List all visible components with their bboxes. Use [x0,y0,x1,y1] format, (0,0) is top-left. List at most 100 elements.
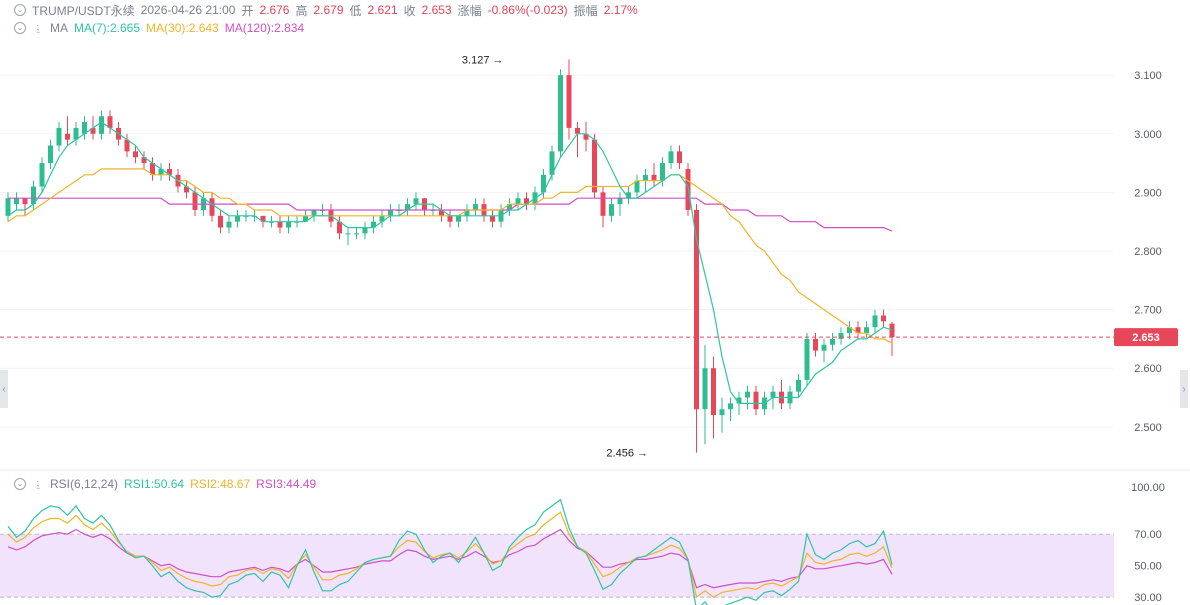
candle-body [711,368,716,416]
ma-legend: ⌄ ⍮ MA MA(7):2.665 MA(30):2.643 MA(120):… [14,19,310,37]
candle-body [855,327,861,334]
candle-body [575,127,580,134]
candle-body [617,198,623,205]
candle-body [549,151,555,175]
ma120-value: MA(120):2.834 [224,21,305,35]
rsi3-value: RSI3:44.49 [256,477,317,491]
candle-body [107,116,113,128]
candle-body [405,204,410,210]
candle-body [150,163,155,175]
price-tick-label: 3.000 [1134,129,1162,141]
candle-body [566,75,572,128]
candle-body [592,139,597,193]
amplitude-value: 2.17% [603,3,638,17]
low-annotation: 2.456 → [606,448,648,460]
candle-body [872,315,878,328]
candle-body [354,233,359,235]
candle-body [507,204,512,210]
candle-body [736,397,742,404]
chevron-down-icon[interactable]: ⌄ [14,22,26,34]
candle-body [31,186,36,205]
ohlc-header: ⌄ TRUMP/USDT永续 2026-04-26 21:00 开 2.676 高… [14,1,644,19]
candle-body [226,221,232,228]
candle-body [379,215,385,222]
candle-body [770,391,776,398]
candle-body [464,209,470,216]
amplitude-label: 振幅 [573,3,598,18]
candle-body [745,391,750,398]
candle-body [260,215,266,222]
candle-body [838,333,844,339]
price-tick-label: 2.700 [1134,305,1162,317]
candle-body [660,163,665,181]
candle-body [541,174,546,193]
candle-body [124,139,130,152]
candle-body [600,192,606,216]
high-annotation: 3.127 → [462,54,504,66]
bell-icon[interactable]: ⍮ [34,21,42,34]
candle-body [830,338,835,345]
candle-body [141,157,147,164]
chevron-down-icon[interactable]: ⌄ [14,4,26,16]
rsi-series-line-rsi3 [7,528,893,589]
rsi-indicator-label: RSI(6,12,24) [50,477,119,491]
bell-icon[interactable]: ⍮ [34,477,42,490]
candle-body [5,198,11,216]
candle-body [209,198,215,216]
candle-body [847,327,852,334]
candle-body [56,127,62,146]
last-price-tag [1114,328,1178,347]
candle-body [167,168,172,175]
candle-body [311,209,317,216]
price-tick-label: 2.600 [1134,363,1162,375]
candle-body [14,198,19,205]
change-value: -0.86%(-0.023) [487,3,568,17]
candle-body [728,403,733,410]
candle-body [235,215,240,222]
candle-body [303,215,308,222]
candle-body [668,151,674,164]
price-tick-label: 2.900 [1134,187,1162,199]
candle-body [158,168,164,175]
candle-body [490,215,495,222]
candle-body [286,221,291,228]
candle-body [609,204,614,216]
rsi-tick-label: 70.00 [1134,529,1162,541]
candle-body [456,215,461,222]
candle-body [345,233,351,235]
chevron-left-icon[interactable]: ‹ [0,370,8,408]
price-tick-label: 2.800 [1134,246,1162,258]
chevron-right-icon[interactable]: › [1180,370,1188,408]
price-tick-label: 2.500 [1134,422,1162,434]
ma-indicator-label: MA [50,21,68,35]
close-label: 收 [403,3,416,18]
candle-body [192,192,198,210]
candle-body [694,209,699,410]
open-label: 开 [241,3,254,18]
low-label: 低 [349,3,362,18]
candle-body [643,174,648,181]
candle-body [388,209,393,216]
candle-body [184,186,189,193]
candle-body [65,133,70,140]
ma120-line [8,197,893,232]
candle-body [753,391,759,410]
ma7-line [7,121,893,404]
candle-body [515,198,521,205]
candle-body [99,116,104,134]
candle-body [413,198,419,205]
candle-body [73,127,79,140]
high-value: 2.679 [313,3,344,17]
rsi-tick-label: 50.00 [1134,561,1162,573]
candle-body [473,204,478,210]
candle-body [796,379,801,392]
chevron-down-icon[interactable]: ⌄ [14,478,26,490]
ma30-line [7,168,893,344]
candle-body [889,323,895,338]
rsi-tick-label: 100.00 [1131,482,1165,494]
rsi-tick-label: 30.00 [1134,592,1162,604]
candle-body [821,344,827,351]
candle-body [524,198,529,205]
